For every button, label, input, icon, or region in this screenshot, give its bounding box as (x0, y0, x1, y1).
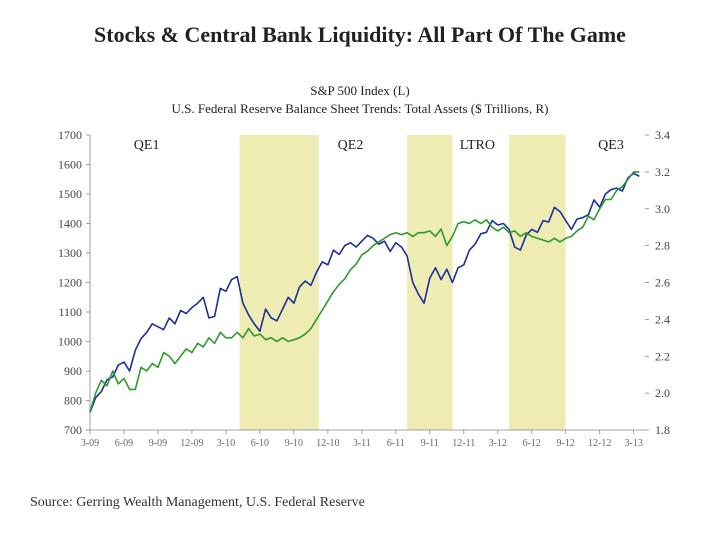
y-right-tick-label: 2.6 (655, 276, 670, 290)
y-left-tick-label: 800 (64, 394, 82, 408)
y-right-tick-label: 2.8 (655, 239, 670, 253)
y-right-tick-label: 2.0 (655, 386, 670, 400)
highlight-band (407, 135, 452, 430)
y-left-tick-label: 900 (64, 364, 82, 378)
y-left-tick-label: 1000 (58, 335, 82, 349)
x-tick-label: 9-12 (557, 438, 575, 449)
x-tick-label: 12-12 (588, 438, 611, 449)
period-label: QE1 (134, 138, 160, 153)
subtitle-line-1: S&P 500 Index (L) (310, 83, 410, 98)
y-right-tick-label: 3.4 (655, 128, 670, 142)
x-tick-label: 3-13 (625, 438, 643, 449)
x-tick-label: 3-11 (353, 438, 371, 449)
x-tick-label: 6-11 (387, 438, 405, 449)
y-left-tick-label: 1700 (58, 128, 82, 142)
y-right-tick-label: 3.2 (655, 165, 670, 179)
x-tick-label: 9-09 (149, 438, 167, 449)
x-tick-label: 12-11 (452, 438, 475, 449)
y-right-tick-label: 1.8 (655, 423, 670, 437)
subtitle-line-2: U.S. Federal Reserve Balance Sheet Trend… (172, 101, 549, 116)
x-tick-label: 3-12 (489, 438, 507, 449)
y-left-tick-label: 1600 (58, 158, 82, 172)
y-left-tick-label: 1500 (58, 187, 82, 201)
y-left-tick-label: 1100 (58, 305, 82, 319)
y-right-tick-label: 2.4 (655, 312, 670, 326)
x-tick-label: 12-10 (316, 438, 339, 449)
x-tick-label: 12-09 (180, 438, 203, 449)
x-tick-label: 3-10 (217, 438, 235, 449)
y-left-tick-label: 1400 (58, 217, 82, 231)
y-right-tick-label: 3.0 (655, 202, 670, 216)
liquidity-chart: 7008009001000110012001300140015001600170… (30, 135, 690, 465)
source-citation: Source: Gerring Wealth Management, U.S. … (30, 495, 365, 511)
y-left-tick-label: 1200 (58, 276, 82, 290)
period-label: LTRO (460, 138, 495, 153)
y-left-tick-label: 700 (64, 423, 82, 437)
x-tick-label: 6-10 (251, 438, 269, 449)
x-tick-label: 6-09 (115, 438, 133, 449)
period-label: QE2 (338, 138, 364, 153)
y-left-tick-label: 1300 (58, 246, 82, 260)
x-tick-label: 3-09 (81, 438, 99, 449)
chart-subtitle: S&P 500 Index (L) U.S. Federal Reserve B… (0, 82, 720, 117)
highlight-band (509, 135, 566, 430)
x-tick-label: 6-12 (523, 438, 541, 449)
x-tick-label: 9-10 (285, 438, 303, 449)
chart-svg: 7008009001000110012001300140015001600170… (30, 135, 690, 465)
y-right-tick-label: 2.2 (655, 349, 670, 363)
x-tick-label: 9-11 (421, 438, 439, 449)
period-label: QE3 (598, 138, 624, 153)
page-title: Stocks & Central Bank Liquidity: All Par… (0, 22, 720, 48)
